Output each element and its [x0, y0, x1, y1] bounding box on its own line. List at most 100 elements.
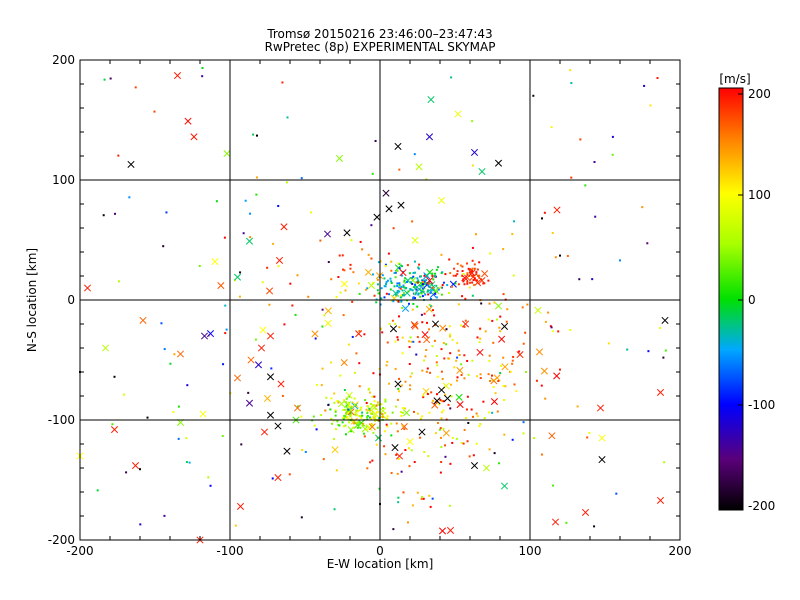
velocity-marker-x	[423, 336, 431, 344]
velocity-point	[327, 403, 330, 406]
velocity-point	[428, 494, 431, 497]
velocity-point	[300, 177, 303, 180]
velocity-point	[363, 333, 366, 336]
velocity-point	[410, 340, 413, 343]
velocity-point	[385, 282, 388, 285]
velocity-marker-x	[200, 332, 209, 340]
velocity-point	[222, 363, 225, 366]
velocity-point	[366, 415, 369, 418]
velocity-point	[472, 274, 475, 277]
velocity-point	[641, 206, 644, 209]
velocity-point	[436, 375, 439, 378]
velocity-point	[366, 416, 369, 419]
velocity-point	[207, 476, 210, 479]
velocity-point	[400, 274, 403, 277]
velocity-point	[225, 328, 228, 331]
velocity-point	[392, 227, 395, 230]
velocity-point	[550, 126, 553, 129]
velocity-point	[497, 380, 500, 383]
velocity-point	[437, 266, 440, 269]
x-tick-label: -200	[66, 544, 93, 558]
velocity-point	[414, 323, 417, 326]
velocity-point	[358, 385, 361, 388]
velocity-point	[349, 263, 352, 266]
velocity-point	[365, 408, 368, 411]
velocity-point	[314, 337, 317, 340]
velocity-point	[346, 417, 349, 420]
velocity-point	[402, 284, 405, 287]
velocity-point	[453, 267, 456, 270]
velocity-point	[579, 138, 582, 141]
velocity-point	[386, 279, 389, 282]
velocity-point	[475, 271, 478, 274]
velocity-point	[330, 278, 333, 281]
velocity-point	[370, 257, 373, 260]
velocity-point	[584, 184, 587, 187]
velocity-point	[421, 279, 424, 282]
velocity-marker-x	[283, 447, 291, 455]
velocity-point	[399, 296, 402, 299]
velocity-point	[423, 283, 426, 286]
velocity-point	[440, 253, 443, 256]
velocity-point	[304, 450, 307, 453]
velocity-point	[394, 271, 397, 274]
velocity-point	[549, 325, 552, 328]
velocity-point	[441, 411, 444, 414]
velocity-point	[372, 416, 375, 419]
velocity-marker-x	[247, 356, 255, 364]
velocity-point	[466, 395, 469, 398]
colorbar-tick-label: 200	[748, 87, 771, 101]
velocity-point	[570, 176, 573, 179]
velocity-point	[551, 484, 554, 487]
velocity-point	[420, 313, 423, 316]
velocity-point	[412, 275, 415, 278]
velocity-point	[366, 411, 369, 414]
velocity-point	[473, 263, 476, 266]
velocity-marker-x	[553, 372, 561, 380]
velocity-point	[358, 362, 361, 365]
velocity-point	[371, 172, 374, 175]
velocity-point	[611, 135, 614, 138]
velocity-point	[493, 301, 496, 304]
velocity-point	[410, 288, 413, 291]
velocity-point	[526, 303, 529, 306]
velocity-point	[448, 258, 451, 261]
velocity-point	[454, 282, 457, 285]
velocity-point	[373, 404, 376, 407]
velocity-point	[252, 133, 255, 136]
velocity-point	[323, 314, 326, 317]
velocity-point	[337, 401, 340, 404]
velocity-point	[433, 339, 436, 342]
velocity-point	[390, 260, 393, 263]
velocity-point	[478, 274, 481, 277]
velocity-point	[420, 497, 423, 500]
colorbar-tick-label: 100	[748, 188, 771, 202]
velocity-point	[177, 437, 180, 440]
velocity-marker-x	[490, 398, 498, 406]
velocity-marker-x	[534, 306, 542, 314]
velocity-point	[277, 265, 280, 268]
velocity-point	[511, 438, 514, 441]
velocity-point	[423, 274, 426, 277]
velocity-point	[492, 386, 495, 389]
velocity-point	[521, 306, 524, 309]
velocity-point	[400, 265, 403, 268]
velocity-marker-x	[373, 213, 381, 221]
velocity-point	[405, 286, 408, 289]
velocity-point	[470, 408, 473, 411]
velocity-point	[664, 349, 667, 352]
velocity-point	[431, 274, 434, 277]
velocity-point	[402, 491, 405, 494]
velocity-point	[427, 293, 430, 296]
velocity-point	[345, 433, 348, 436]
y-tick-label: 0	[67, 293, 75, 307]
velocity-marker-x	[470, 462, 479, 470]
velocity-point	[254, 338, 257, 341]
velocity-point	[417, 293, 420, 296]
velocity-point	[396, 338, 399, 341]
velocity-point	[360, 406, 363, 409]
velocity-point	[358, 415, 361, 418]
velocity-point	[396, 269, 399, 272]
velocity-point	[359, 408, 362, 411]
velocity-point	[408, 272, 411, 275]
